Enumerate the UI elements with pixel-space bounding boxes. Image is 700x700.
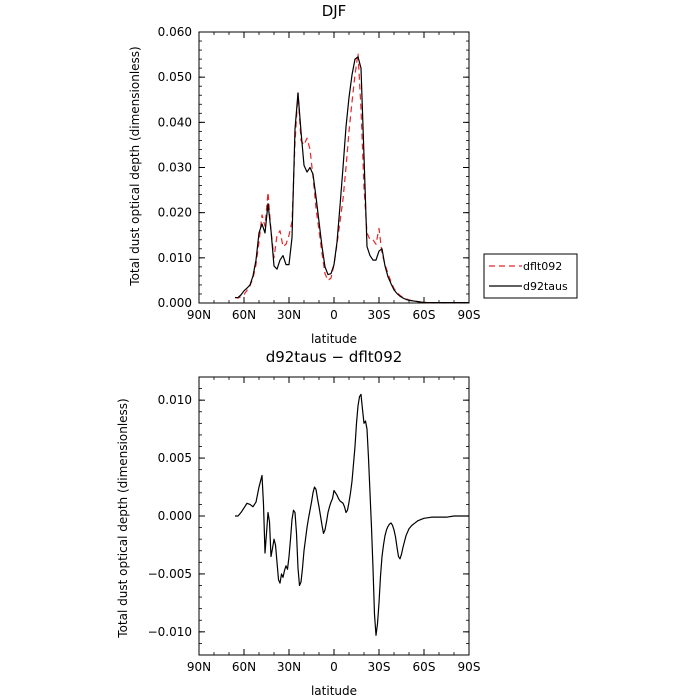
x-tick-label: 60S [413, 308, 436, 322]
y-tick-label: 0.010 [158, 393, 192, 407]
x-tick-label: 0 [330, 660, 338, 674]
x-axis-title-bottom: latitude [311, 684, 357, 698]
x-tick-label: 60N [232, 308, 256, 322]
axis-ticks-top: 0.000 0.010 0.020 0.030 0.040 0.050 0.060 90N 60… [158, 25, 481, 322]
plot-area-bottom [235, 393, 469, 636]
y-tick-label: 0.005 [158, 451, 192, 465]
x-axis-title-top: latitude [311, 332, 357, 346]
y-tick-label: −0.010 [148, 625, 192, 639]
y-axis-title-bottom: Total dust optical depth (dimensionless) [116, 398, 130, 638]
y-tick-label: 0.000 [158, 509, 192, 523]
x-tick-label: 30N [277, 660, 301, 674]
y-tick-label: −0.005 [148, 567, 192, 581]
x-tick-label: 30S [368, 308, 391, 322]
y-tick-label: 0.050 [158, 70, 192, 84]
y-tick-label: 0.060 [158, 25, 192, 39]
x-tick-label: 90N [187, 660, 211, 674]
x-tick-label: 90S [458, 660, 481, 674]
series-line-bottom-0 [235, 393, 469, 636]
x-tick-label: 90N [187, 308, 211, 322]
plot-area-top [234, 52, 469, 304]
x-tick-label: 30S [368, 660, 391, 674]
y-tick-label: 0.030 [158, 161, 192, 175]
legend-label-d92taus: d92taus [523, 280, 568, 293]
plot-frame-bottom [198, 376, 470, 656]
x-tick-label: 30N [277, 308, 301, 322]
chart-title-bottom: d92taus − dflt092 [266, 348, 403, 366]
legend-box [483, 253, 578, 299]
x-tick-label: 0 [330, 308, 338, 322]
legend: dflt092 d92taus [483, 253, 578, 299]
y-tick-label: 0.020 [158, 206, 192, 220]
x-tick-label: 60S [413, 660, 436, 674]
x-tick-label: 60N [232, 660, 256, 674]
panel-top: DJF 0.000 0.010 0.020 0.030 0.040 0.050 0.060 9… [128, 2, 578, 346]
y-tick-label: 0.010 [158, 251, 192, 265]
y-tick-label: 0.000 [158, 296, 192, 310]
series-line-dflt092 [234, 52, 469, 304]
legend-label-dflt092: dflt092 [523, 260, 562, 273]
series-line-d92taus [235, 56, 469, 304]
panel-bottom: d92taus − dflt092 −0.010 −0.005 0.000 0.005… [116, 348, 480, 698]
y-axis-title-top: Total dust optical depth (dimensionless) [128, 46, 142, 286]
axis-ticks-bottom: −0.010 −0.005 0.000 0.005 0.010 90N 60N 30N 0 30S… [148, 376, 481, 674]
x-tick-label: 90S [458, 308, 481, 322]
y-tick-label: 0.040 [158, 115, 192, 129]
chart-title-top: DJF [322, 2, 347, 20]
